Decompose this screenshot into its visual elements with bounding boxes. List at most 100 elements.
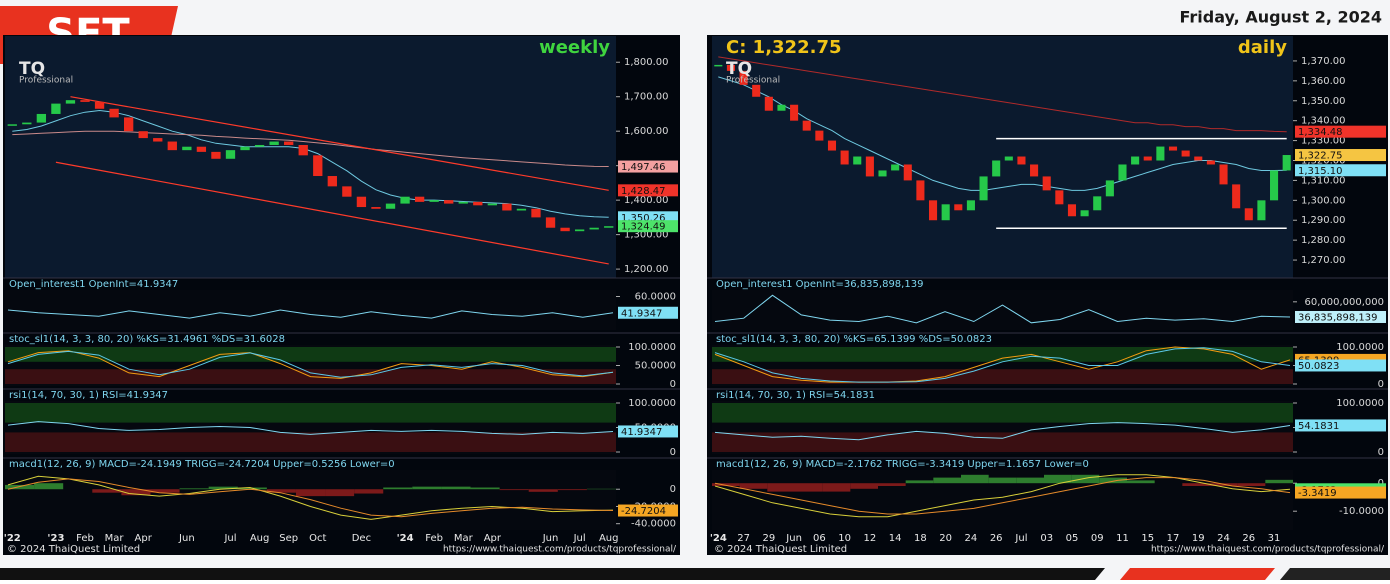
candle bbox=[1182, 151, 1190, 157]
x-tick-label: 12 bbox=[864, 533, 877, 544]
candle bbox=[1232, 184, 1240, 208]
candle bbox=[1270, 170, 1278, 200]
x-tick-label: '24 bbox=[710, 533, 727, 544]
x-tick-label: 03 bbox=[1040, 533, 1053, 544]
y-tick-label: 100.0000 bbox=[1336, 342, 1384, 353]
histogram-bar bbox=[383, 488, 412, 490]
histogram-bar bbox=[740, 483, 768, 489]
candle bbox=[777, 105, 785, 111]
x-tick-label: 14 bbox=[889, 533, 902, 544]
candle bbox=[211, 152, 220, 159]
oversold-zone bbox=[712, 432, 1293, 452]
y-tick-label: 0 bbox=[1378, 447, 1384, 458]
candle bbox=[967, 200, 975, 210]
candle bbox=[51, 104, 60, 114]
y-tick-label: 1,350.00 bbox=[1301, 96, 1346, 107]
candle bbox=[929, 200, 937, 220]
candle bbox=[517, 209, 526, 211]
y-tick-label: -10.0000 bbox=[1339, 506, 1384, 517]
candle bbox=[357, 197, 366, 207]
candle bbox=[560, 228, 569, 231]
x-tick-label: '24 bbox=[397, 533, 414, 544]
oversold-zone bbox=[5, 432, 616, 452]
candle bbox=[109, 109, 118, 118]
y-tick-label: 1,290.00 bbox=[1301, 215, 1346, 226]
candle bbox=[284, 142, 293, 145]
y-tick-label: -40.0000 bbox=[631, 519, 676, 530]
candle bbox=[328, 176, 337, 186]
histogram-bar bbox=[180, 488, 209, 489]
date: Friday, August 2, 2024 bbox=[1179, 8, 1382, 27]
y-tick-label: 1,270.00 bbox=[1301, 255, 1346, 266]
candle bbox=[904, 164, 912, 180]
candle bbox=[942, 204, 950, 220]
panel-label: macd1(12, 26, 9) MACD=-24.1949 TRIGG=-24… bbox=[9, 459, 395, 470]
url: https://www.thaiquest.com/products/tqpro… bbox=[1151, 545, 1385, 555]
y-tick-label: 100.0000 bbox=[628, 342, 676, 353]
candle bbox=[139, 131, 148, 138]
chart-title: weekly bbox=[539, 37, 610, 58]
candle bbox=[803, 121, 811, 131]
histogram-bar bbox=[1072, 475, 1100, 483]
candle bbox=[590, 228, 599, 230]
y-tick-label: 1,600.00 bbox=[624, 126, 669, 137]
histogram-bar bbox=[471, 488, 500, 490]
candle bbox=[226, 150, 235, 159]
candle bbox=[841, 151, 849, 165]
candle bbox=[386, 204, 395, 209]
histogram-bar bbox=[1127, 480, 1155, 483]
candle bbox=[95, 102, 104, 109]
y-tick-label: 1,300.00 bbox=[1301, 195, 1346, 206]
candle bbox=[37, 114, 46, 123]
y-tick-label: 1,360.00 bbox=[1301, 76, 1346, 87]
candle bbox=[1283, 155, 1291, 170]
x-tick-label: Apr bbox=[484, 533, 502, 544]
logo-sub: Professional bbox=[726, 76, 780, 86]
candle bbox=[1207, 161, 1215, 165]
x-tick-label: Jun bbox=[785, 533, 802, 544]
x-tick-label: Aug bbox=[599, 533, 619, 544]
y-tick-label: 0 bbox=[1378, 379, 1384, 390]
x-tick-label: Dec bbox=[352, 533, 371, 544]
x-tick-label: Jun bbox=[178, 533, 195, 544]
candle bbox=[1245, 208, 1253, 220]
price-marker-label: 1,334.48 bbox=[1298, 127, 1343, 138]
panel-label: stoc_sl1(14, 3, 3, 80, 20) %KS=31.4961 %… bbox=[9, 334, 285, 345]
x-tick-label: 09 bbox=[1091, 533, 1104, 544]
candle bbox=[878, 170, 886, 176]
candle bbox=[815, 131, 823, 141]
candle bbox=[1144, 157, 1152, 161]
histogram-bar bbox=[933, 478, 961, 484]
candle bbox=[575, 229, 584, 231]
price-marker-label: 1,497.46 bbox=[621, 162, 666, 173]
overbought-zone bbox=[5, 403, 616, 423]
candle bbox=[1156, 147, 1164, 161]
price-marker-label: 36,835,898,139 bbox=[1298, 312, 1378, 323]
y-tick-label: 100.0000 bbox=[628, 398, 676, 409]
candle bbox=[980, 176, 988, 200]
candle bbox=[1106, 180, 1114, 196]
candle bbox=[1055, 190, 1063, 204]
footer-accent bbox=[1120, 568, 1275, 580]
x-tick-label: 18 bbox=[914, 533, 927, 544]
candle bbox=[790, 105, 798, 121]
price-marker-label: 41.9347 bbox=[621, 308, 662, 319]
candle bbox=[1081, 210, 1089, 216]
histogram-bar bbox=[878, 483, 906, 486]
y-tick-label: 60,000,000,000 bbox=[1304, 297, 1384, 308]
x-tick-label: 29 bbox=[762, 533, 775, 544]
candle bbox=[546, 217, 555, 227]
candle bbox=[429, 200, 438, 202]
histogram-bar bbox=[823, 483, 851, 491]
candle bbox=[752, 85, 760, 97]
candle bbox=[124, 117, 133, 131]
candle bbox=[853, 157, 861, 165]
candle bbox=[1118, 164, 1126, 180]
copyright: © 2024 ThaiQuest Limited bbox=[714, 544, 847, 555]
x-tick-label: 19 bbox=[1192, 533, 1205, 544]
y-tick-label: 1,800.00 bbox=[624, 57, 669, 68]
y-tick-label: 0 bbox=[670, 447, 676, 458]
histogram-bar bbox=[1238, 483, 1266, 486]
panel-label: Open_interest1 OpenInt=36,835,898,139 bbox=[716, 279, 923, 290]
